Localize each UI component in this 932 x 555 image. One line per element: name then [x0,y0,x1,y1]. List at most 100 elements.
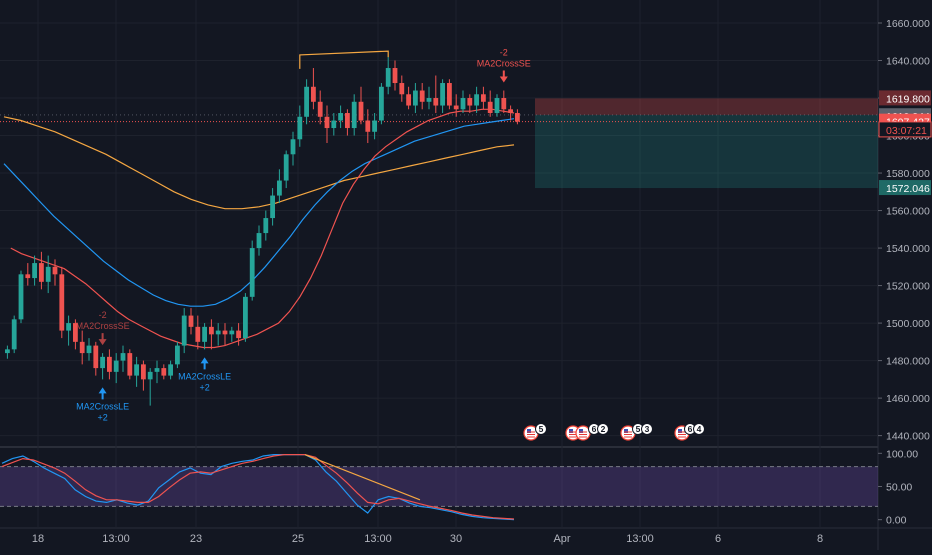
candle-body[interactable] [487,101,493,114]
candle-body[interactable] [358,101,364,121]
signal-long-14[interactable]: MA2CrossLE+2 [76,387,129,422]
candle-body[interactable] [467,98,473,106]
candle-body[interactable] [161,368,167,376]
candle-body[interactable] [168,364,173,376]
price-tag[interactable]: 1619.800 [879,90,931,106]
candle-body[interactable] [515,113,520,122]
price-tag[interactable]: 03:07:21 [878,121,932,138]
candle-body[interactable] [86,345,92,354]
candle-body[interactable] [209,326,214,335]
candle-body[interactable] [270,195,275,219]
candle-body[interactable] [494,98,500,114]
osc-tick-label: 100.00 [886,448,918,460]
candle-body[interactable] [154,368,160,372]
candle-body[interactable] [249,248,255,297]
candle-body[interactable] [413,90,418,106]
candle-body[interactable] [93,345,99,369]
candle-body[interactable] [501,98,507,110]
candle-body[interactable] [399,83,405,95]
candle-body[interactable] [283,154,289,181]
candle-body[interactable] [141,364,146,380]
candle-body[interactable] [113,360,119,372]
candle-body[interactable] [385,68,391,87]
candle-body[interactable] [365,120,371,132]
candle-body[interactable] [440,83,445,106]
candle-body[interactable] [107,356,112,372]
candle-body[interactable] [236,330,241,339]
candle-body[interactable] [508,109,513,114]
us-flag-canton [527,429,531,433]
position-box-target-zone[interactable] [535,114,878,189]
candle-body[interactable] [277,180,282,196]
oscillator-trend-line[interactable] [304,454,421,501]
candle-body[interactable] [481,94,486,102]
us-flag-canton [624,429,628,433]
signal-long-29[interactable]: MA2CrossLE+2 [178,357,231,392]
candle-body[interactable] [215,330,221,335]
signal-short-73[interactable]: MA2CrossSE-2 [477,48,531,83]
trend-line[interactable] [299,50,389,69]
candle-body[interactable] [324,116,330,129]
candle-body[interactable] [426,98,432,102]
candle-body[interactable] [202,326,207,342]
price-tag-box [879,90,931,106]
candle-body[interactable] [331,120,337,129]
candle-body[interactable] [453,105,459,110]
candle-body[interactable] [460,98,466,110]
candle-body[interactable] [297,116,303,140]
candle-body[interactable] [263,218,269,234]
candle-body[interactable] [45,266,51,282]
price-tag[interactable]: 1572.046 [879,180,931,196]
candle-body[interactable] [11,319,17,350]
candle-body[interactable] [25,274,31,279]
candle-body[interactable] [222,330,228,335]
candle-body[interactable] [188,315,194,327]
candle-body[interactable] [317,101,323,117]
candle-body[interactable] [134,364,139,376]
candle-body[interactable] [18,274,24,320]
candle-body[interactable] [372,120,377,132]
candle-body[interactable] [100,356,105,369]
candle-body[interactable] [256,233,262,249]
candle-body[interactable] [290,139,296,155]
candle-body[interactable] [175,345,180,365]
candle-body[interactable] [59,274,65,331]
event-count-badge [535,423,547,435]
candle-body[interactable] [127,353,133,376]
candle-body[interactable] [311,86,316,102]
candle-body[interactable] [447,83,452,106]
event-count-badge [597,423,609,435]
candle-body[interactable] [79,341,85,354]
economic-event-group[interactable]: 5 [523,423,547,441]
candle-body[interactable] [345,113,350,129]
candle-body[interactable] [433,98,439,106]
candle-body[interactable] [379,86,384,121]
candle-body[interactable] [32,263,37,279]
price-tag-box [878,121,932,138]
candle-body[interactable] [229,330,235,335]
candle-body[interactable] [304,86,309,117]
candle-body[interactable] [195,326,201,342]
position-box-stop-zone[interactable] [535,98,878,115]
candle-body[interactable] [39,263,44,282]
candle-body[interactable] [52,266,58,275]
candle-body[interactable] [419,90,425,102]
candle-body[interactable] [66,323,71,331]
candle-body[interactable] [406,94,411,106]
candle-body[interactable] [181,315,187,346]
candle-body[interactable] [120,353,126,361]
candle-body[interactable] [351,101,357,129]
candle-body[interactable] [392,68,398,84]
candle-body[interactable] [147,371,153,380]
signal-short-14[interactable]: MA2CrossSE-2 [76,310,130,346]
candle-body[interactable] [338,113,343,121]
candle-body[interactable] [243,296,248,339]
candle-body[interactable] [474,94,479,106]
candle-body[interactable] [5,349,10,354]
candle-body[interactable] [73,323,78,342]
